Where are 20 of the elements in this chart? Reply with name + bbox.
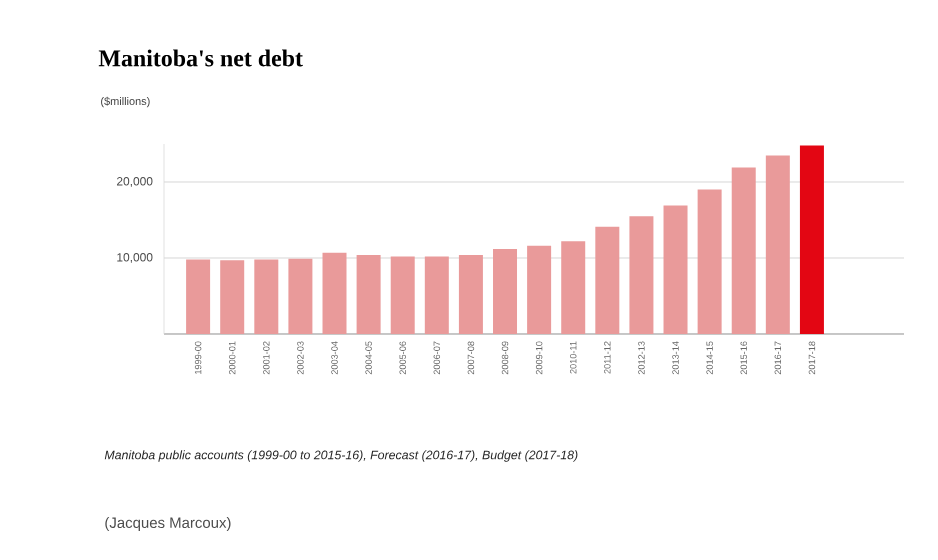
bar bbox=[288, 258, 313, 334]
bar bbox=[799, 145, 824, 334]
bar bbox=[186, 259, 211, 334]
bar bbox=[220, 260, 245, 334]
bar bbox=[493, 248, 518, 334]
bar bbox=[697, 189, 722, 334]
bar bbox=[561, 241, 586, 334]
bar bbox=[254, 259, 279, 334]
chart-title: Manitoba's net debt bbox=[98, 49, 303, 67]
bar bbox=[595, 226, 620, 334]
bar bbox=[731, 167, 756, 334]
bar bbox=[663, 205, 688, 334]
bar bbox=[527, 245, 552, 334]
bar bbox=[765, 155, 790, 334]
bar bbox=[390, 256, 415, 334]
bar bbox=[458, 254, 483, 334]
bar bbox=[629, 216, 654, 334]
bar bbox=[424, 256, 449, 334]
bar bbox=[356, 254, 381, 334]
bar bbox=[322, 252, 347, 334]
